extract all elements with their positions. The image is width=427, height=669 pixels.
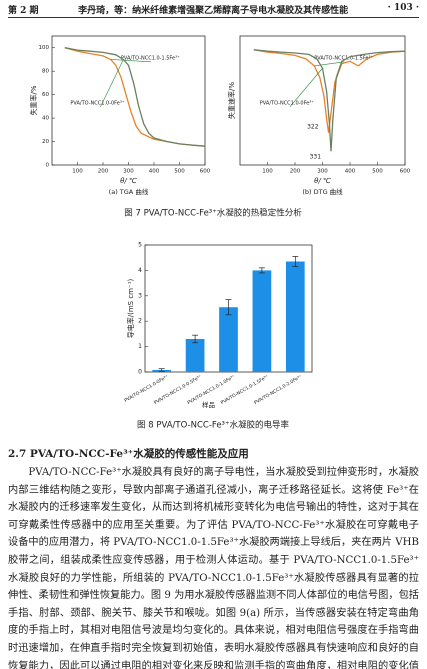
y-tick-label: 2 <box>138 318 142 325</box>
figures: 图 7 PVA/TO-NCC-Fe³⁺水凝胶的热稳定性分析 图 8 PVA/TO… <box>29 35 411 431</box>
x-tick-label: 100 <box>262 169 273 175</box>
x-tick-label: 500 <box>174 169 185 175</box>
data-line <box>64 47 206 147</box>
y-tick-label: 20 <box>42 139 49 145</box>
legend-label: PVA/TO-NCC1.0-0Fe³⁺ <box>70 100 124 106</box>
panel-label: (b) DTG 曲线 <box>302 187 343 196</box>
annotation: 322 <box>307 123 319 130</box>
y-axis-title: 失重速率/% <box>227 82 236 119</box>
y-tick-label: 80 <box>42 69 49 75</box>
section-heading: 2.7 PVA/TO-NCC-Fe³⁺水凝胶的传感性能及应用 <box>8 448 249 460</box>
y-tick-label: 4 <box>138 267 142 274</box>
data-line <box>64 47 206 147</box>
legend-label: PVA/TO-NCC1.0-1.5Fe³⁺ <box>121 55 180 61</box>
x-tick-label: 200 <box>98 169 109 175</box>
legend-leader <box>314 61 345 67</box>
bar <box>252 270 272 372</box>
y-tick-label: 5 <box>138 242 142 249</box>
legend-leader <box>100 59 124 108</box>
y-axis-title: 失重率/% <box>29 85 38 115</box>
y-tick-label: 100 <box>39 45 50 51</box>
bar <box>285 261 305 372</box>
y-tick-label: 0 <box>46 163 50 169</box>
y-tick-label: 40 <box>42 116 49 122</box>
y-tick-label: 60 <box>42 92 49 98</box>
x-tick-label: 500 <box>372 169 383 175</box>
running-title: 李丹琦，等：纳米纤维素增强聚乙烯醇离子导电水凝胶及其传感性能 <box>78 6 349 16</box>
running-header: 第 2 期 李丹琦，等：纳米纤维素增强聚乙烯醇离子导电水凝胶及其传感性能 · 1… <box>8 3 419 18</box>
annotation: 331 <box>310 154 322 161</box>
panel-label: (a) TGA 曲线 <box>109 187 149 196</box>
page-number: · 103 · <box>387 3 419 13</box>
x-axis-title: θ/ ℃ <box>314 177 331 185</box>
x-tick-label: 600 <box>400 169 411 175</box>
y-tick-label: 1 <box>138 343 142 350</box>
x-axis-title: 样品 <box>202 400 215 409</box>
bar <box>219 307 238 372</box>
y-tick-label: 3 <box>138 292 142 299</box>
x-tick-label: 100 <box>72 169 83 175</box>
y-tick-label: 0 <box>138 369 142 376</box>
x-tick-label: 300 <box>123 169 134 175</box>
legend-label: PVA/TO-NCC1.0-0Fe³⁺ <box>260 100 314 106</box>
figure-caption: 图 7 PVA/TO-NCC-Fe³⁺水凝胶的热稳定性分析 <box>124 208 302 219</box>
data-line <box>253 49 406 152</box>
x-axis-title: θ/ ℃ <box>120 177 137 185</box>
legend-leader <box>110 59 151 63</box>
paragraph: PVA/TO-NCC-Fe³⁺水凝胶具有良好的离子导电性，当水凝胶受到拉伸变形时… <box>8 467 419 669</box>
x-tick-label: 400 <box>345 169 356 175</box>
data-line <box>253 49 406 133</box>
issue: 第 2 期 <box>8 6 39 16</box>
x-tick-label: 300 <box>317 169 328 175</box>
y-axis-title: 导电率/(mS cm⁻¹) <box>126 278 135 338</box>
legend-leader <box>289 68 323 108</box>
x-tick-label: 200 <box>290 169 301 175</box>
bar <box>185 338 205 372</box>
figure-caption: 图 8 PVA/TO-NCC-Fe³⁺水凝胶的电导率 <box>137 420 289 431</box>
legend-label: PVA/TO-NCC1.0-1.5Fe³⁺ <box>314 55 373 61</box>
x-tick-label: 600 <box>200 169 211 175</box>
x-tick-label: 400 <box>149 169 160 175</box>
